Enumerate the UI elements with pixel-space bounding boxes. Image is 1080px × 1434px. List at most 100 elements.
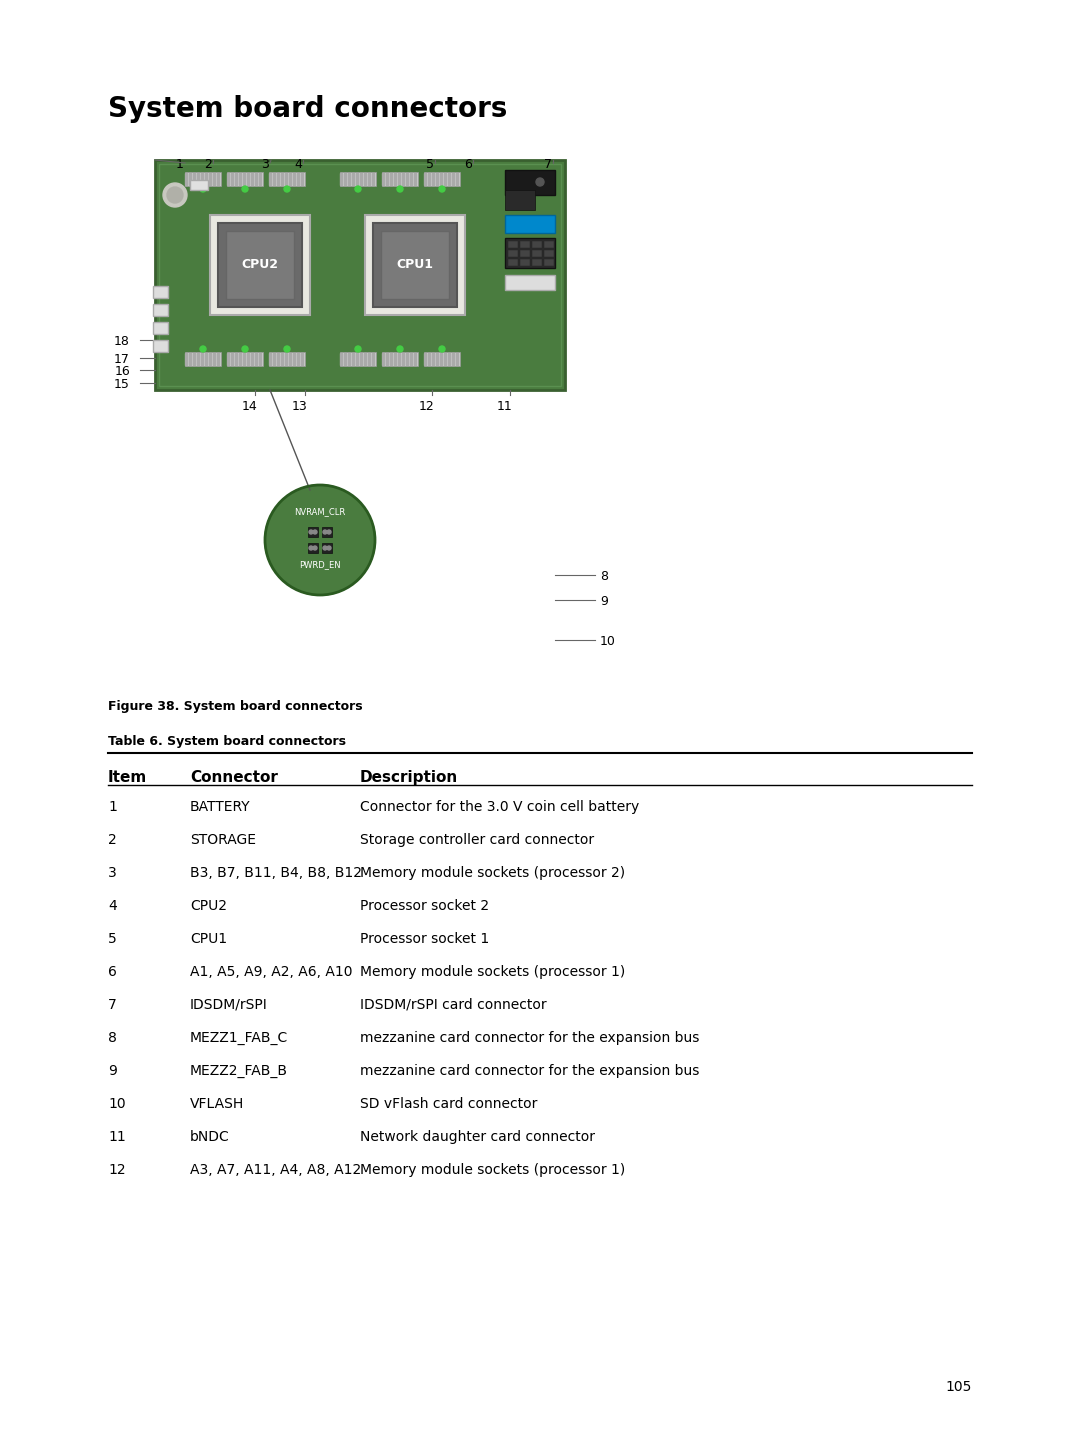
Circle shape [323, 531, 327, 533]
Bar [368, 174, 370, 185]
Bar [414, 174, 416, 185]
Bar [432, 174, 434, 185]
Text: BATTERY: BATTERY [190, 800, 251, 815]
Circle shape [313, 546, 318, 551]
Bar [340, 174, 342, 185]
Text: MEZZ2_FAB_B: MEZZ2_FAB_B [190, 1064, 288, 1078]
Bar [247, 174, 249, 185]
Bar [544, 250, 554, 257]
Text: 7: 7 [108, 998, 117, 1012]
Bar [153, 340, 168, 351]
Bar [456, 353, 458, 366]
Bar [322, 543, 332, 554]
Bar [399, 353, 400, 366]
Bar [218, 224, 302, 307]
Bar [436, 353, 438, 366]
Bar [360, 353, 362, 366]
Text: 12: 12 [419, 400, 435, 413]
Bar [239, 353, 241, 366]
Circle shape [355, 186, 361, 192]
Text: 16: 16 [114, 366, 130, 379]
Text: 105: 105 [946, 1380, 972, 1394]
Bar [424, 351, 460, 366]
Bar [189, 353, 191, 366]
Circle shape [309, 531, 313, 533]
Text: 10: 10 [108, 1097, 125, 1111]
Circle shape [438, 346, 445, 351]
Text: 17: 17 [114, 353, 130, 366]
Bar [432, 353, 434, 366]
Bar [382, 172, 418, 186]
Bar [297, 353, 299, 366]
Bar [424, 172, 460, 186]
Bar [406, 174, 408, 185]
Text: PWRD_EN: PWRD_EN [299, 561, 341, 569]
Bar [159, 163, 561, 386]
Bar [381, 231, 449, 300]
Text: System board connectors: System board connectors [108, 95, 508, 123]
Text: MEZZ1_FAB_C: MEZZ1_FAB_C [190, 1031, 288, 1045]
Bar [285, 174, 287, 185]
Bar [285, 353, 287, 366]
Bar [532, 241, 542, 248]
Bar [368, 353, 370, 366]
Bar [406, 353, 408, 366]
Bar [227, 174, 229, 185]
Bar [251, 174, 253, 185]
Bar [356, 353, 357, 366]
Bar [436, 174, 438, 185]
Text: CPU1: CPU1 [190, 932, 227, 946]
Text: 2: 2 [204, 158, 212, 171]
Bar [297, 174, 299, 185]
Bar [448, 174, 450, 185]
Bar [382, 353, 384, 366]
Text: STORAGE: STORAGE [190, 833, 256, 847]
Text: 9: 9 [600, 595, 608, 608]
Bar [193, 174, 195, 185]
Bar [456, 174, 458, 185]
Bar [453, 174, 454, 185]
Bar [301, 353, 303, 366]
Bar [340, 353, 342, 366]
Text: CPU2: CPU2 [242, 258, 279, 271]
Circle shape [163, 184, 187, 206]
Circle shape [309, 546, 313, 551]
Bar [269, 174, 271, 185]
Bar [352, 174, 354, 185]
Bar [519, 241, 530, 248]
Bar [255, 174, 257, 185]
Text: 9: 9 [108, 1064, 117, 1078]
Bar [414, 353, 416, 366]
Bar [440, 174, 442, 185]
Bar [251, 353, 253, 366]
Text: 18: 18 [114, 336, 130, 348]
Circle shape [167, 186, 183, 204]
Bar [410, 174, 411, 185]
Bar [201, 174, 203, 185]
Bar [185, 172, 221, 186]
Bar [289, 174, 291, 185]
Bar [153, 323, 168, 334]
Text: 4: 4 [108, 899, 117, 913]
Bar [308, 543, 318, 554]
Bar [390, 174, 392, 185]
Bar [273, 353, 275, 366]
Text: 3: 3 [261, 158, 269, 171]
Bar [201, 353, 203, 366]
Bar [217, 353, 219, 366]
Circle shape [397, 186, 403, 192]
Circle shape [242, 346, 248, 351]
Bar [402, 353, 404, 366]
Bar [293, 353, 295, 366]
Bar [213, 353, 215, 366]
Text: 15: 15 [114, 379, 130, 391]
Bar [508, 250, 518, 257]
Bar [281, 174, 283, 185]
Text: 12: 12 [108, 1163, 125, 1177]
Text: 5: 5 [426, 158, 434, 171]
Text: Network daughter card connector: Network daughter card connector [360, 1130, 595, 1144]
Bar [373, 224, 457, 307]
Bar [424, 174, 426, 185]
Bar [226, 231, 294, 300]
Circle shape [200, 346, 206, 351]
